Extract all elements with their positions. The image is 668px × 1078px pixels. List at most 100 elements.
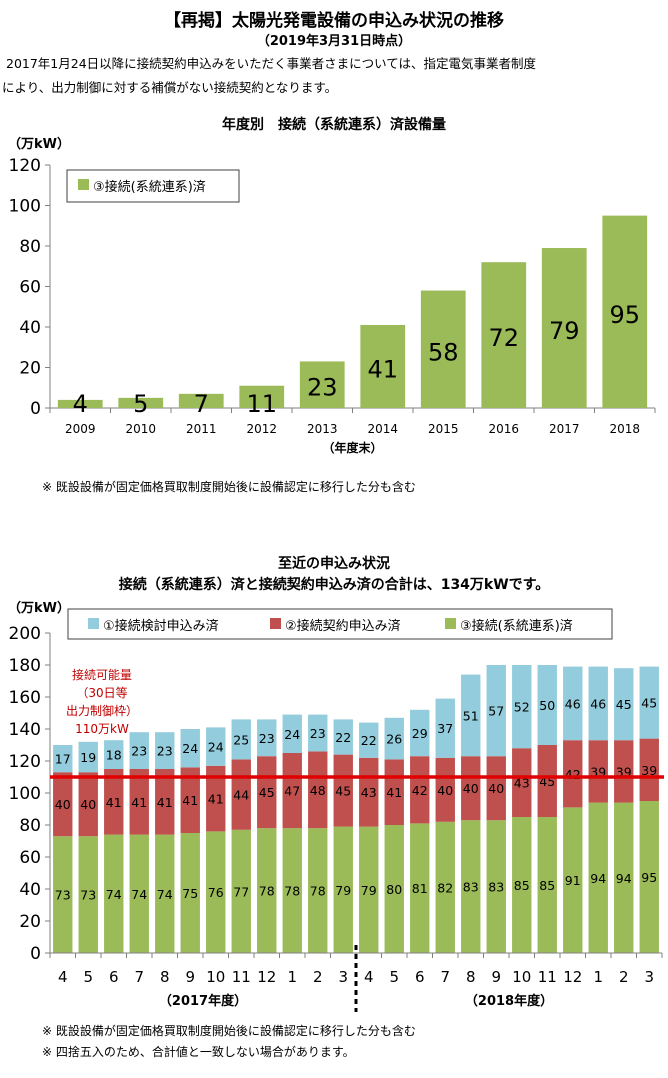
chart2-data-label: 18 bbox=[106, 748, 122, 763]
chart2-title-line2: 接続（系統連系）済と接続契約申込み済の合計は、134万kWです。 bbox=[118, 577, 550, 593]
chart2-data-label: 29 bbox=[412, 726, 428, 741]
chart2-bar-study bbox=[206, 727, 226, 766]
chart2-data-label: 41 bbox=[131, 795, 147, 810]
chart2-data-label: 40 bbox=[55, 797, 71, 812]
chart2-bar-contract bbox=[435, 757, 455, 822]
chart2-category-label: 10 bbox=[206, 968, 225, 986]
chart1-title: 年度別 接続（系統連系）済設備量 bbox=[222, 117, 446, 133]
chart2-data-label: 77 bbox=[233, 884, 249, 899]
chart2-data-label: 24 bbox=[182, 741, 198, 756]
chart2-data-label: 42 bbox=[412, 783, 428, 798]
chart2-bar-study bbox=[461, 674, 481, 757]
chart2-data-label: 73 bbox=[80, 888, 96, 903]
chart2-data-label: 24 bbox=[284, 727, 300, 742]
chart2-data-label: 22 bbox=[361, 733, 377, 748]
chart2-bar-connected bbox=[639, 801, 659, 953]
chart2-data-label: 81 bbox=[412, 881, 428, 896]
chart2-bar-study bbox=[614, 668, 634, 741]
chart2-bar-contract bbox=[614, 740, 634, 803]
chart2-bar-study bbox=[435, 698, 455, 758]
chart2-data-label: 46 bbox=[590, 696, 606, 711]
chart2-data-label: 51 bbox=[463, 708, 479, 723]
chart1-ytick-label: 20 bbox=[19, 359, 41, 379]
chart2-bar-connected bbox=[512, 817, 532, 953]
chart2-bar-study bbox=[308, 714, 328, 752]
chart2-bar-study bbox=[486, 665, 506, 757]
chart2-data-label: 76 bbox=[208, 885, 224, 900]
footnote-2: ※ 四捨五入のため、合計値と一致しない場合があります。 bbox=[42, 1045, 355, 1059]
page-title: 【再掲】太陽光発電設備の申込み状況の推移 bbox=[164, 11, 504, 31]
chart2-bar-connected bbox=[410, 823, 430, 953]
chart2-category-label: 2 bbox=[313, 968, 323, 986]
chart2-data-label: 39 bbox=[641, 763, 657, 778]
chart2-bar-connected bbox=[104, 834, 124, 953]
chart2-data-label: 46 bbox=[565, 696, 581, 711]
chart1-data-label: 58 bbox=[428, 338, 459, 366]
chart2-bar-contract bbox=[53, 772, 73, 837]
chart1-data-label: 79 bbox=[549, 317, 580, 345]
chart2-bar-contract bbox=[257, 756, 277, 829]
chart1-data-label: 23 bbox=[307, 374, 338, 402]
chart2-category-label: 8 bbox=[160, 968, 170, 986]
chart2-data-label: 37 bbox=[437, 721, 453, 736]
chart2-data-label: 57 bbox=[488, 704, 504, 719]
chart2-data-label: 91 bbox=[565, 873, 581, 888]
chart2-bar-contract bbox=[333, 754, 353, 827]
chart2-ytick-label: 140 bbox=[9, 720, 41, 740]
chart2-data-label: 17 bbox=[55, 752, 71, 767]
chart2-data-label: 95 bbox=[641, 870, 657, 885]
chart2-data-label: 22 bbox=[335, 730, 351, 745]
chart2-legend-label: ③接続(系統連系)済 bbox=[460, 618, 573, 634]
chart2-bar-study bbox=[180, 729, 200, 768]
chart2-bar-contract bbox=[359, 757, 379, 827]
chart1-data-label: 5 bbox=[133, 390, 148, 418]
chart2-category-label: 7 bbox=[440, 968, 450, 986]
chart1-legend-label: ③接続(系統連系)済 bbox=[93, 179, 206, 195]
chart1-category-label: 2011 bbox=[186, 422, 217, 436]
chart2-category-label: 6 bbox=[415, 968, 425, 986]
chart2-bar-contract bbox=[639, 738, 659, 801]
chart2-bar-contract bbox=[155, 769, 175, 835]
chart2-data-label: 78 bbox=[284, 884, 300, 899]
chart2-legend-swatch bbox=[270, 618, 281, 629]
chart2-category-label: 9 bbox=[491, 968, 501, 986]
chart1-ytick-label: 60 bbox=[19, 278, 41, 298]
chart2-data-label: 25 bbox=[233, 732, 249, 747]
chart2-data-label: 43 bbox=[514, 776, 530, 791]
chart2-data-label: 79 bbox=[335, 883, 351, 898]
chart2-data-label: 83 bbox=[488, 880, 504, 895]
chart2-bar-study bbox=[155, 732, 175, 769]
chart2-bar-study bbox=[588, 666, 608, 741]
chart2-data-label: 26 bbox=[386, 732, 402, 747]
chart2-ytick-label: 180 bbox=[9, 656, 41, 676]
chart2-category-label: 1 bbox=[593, 968, 603, 986]
chart1-data-label: 4 bbox=[73, 390, 88, 418]
notice-line-1: 2017年1月24日以降に接続契約申込みをいただく事業者さまについては、指定電気… bbox=[6, 56, 537, 71]
chart2-bar-connected bbox=[384, 825, 404, 953]
chart2-category-label: 1 bbox=[287, 968, 297, 986]
chart1-category-label: 2017 bbox=[549, 422, 580, 436]
chart2-data-label: 74 bbox=[157, 887, 173, 902]
page-subtitle: （2019年3月31日時点） bbox=[256, 34, 412, 49]
chart2-bar-connected bbox=[359, 826, 379, 953]
chart1-bar bbox=[299, 361, 345, 408]
chart2-bar-connected bbox=[78, 836, 98, 953]
chart2-category-label: 5 bbox=[83, 968, 93, 986]
chart2-bar-contract bbox=[104, 769, 124, 835]
chart2-data-label: 94 bbox=[616, 871, 632, 886]
chart2-bar-connected bbox=[129, 834, 149, 953]
chart2-data-label: 40 bbox=[437, 783, 453, 798]
chart2-bar-connected bbox=[486, 820, 506, 953]
notice-line-2: により、出力制御に対する補償がない接続契約となります。 bbox=[2, 80, 338, 95]
chart2-data-label: 74 bbox=[106, 887, 122, 902]
chart2-category-label: 3 bbox=[338, 968, 348, 986]
chart2-bar-contract bbox=[563, 740, 583, 808]
chart1-note: ※ 既設設備が固定価格買取制度開始後に設備認定に移行した分も含む bbox=[42, 480, 416, 494]
chart2-data-label: 94 bbox=[590, 871, 606, 886]
chart2-data-label: 52 bbox=[514, 700, 530, 715]
chart2-category-label: 4 bbox=[364, 968, 374, 986]
chart2-data-label: 50 bbox=[539, 698, 555, 713]
chart2-bar-connected bbox=[461, 820, 481, 953]
chart2-ytick-label: 40 bbox=[19, 880, 41, 900]
chart2-bar-contract bbox=[512, 748, 532, 817]
